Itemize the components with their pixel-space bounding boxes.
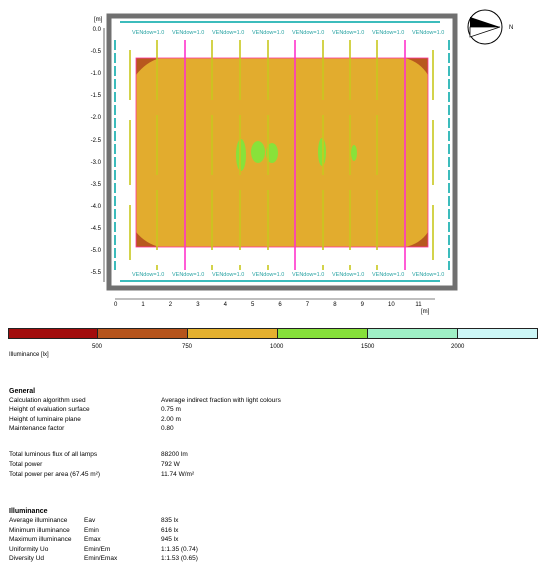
scale-segment: [8, 328, 98, 339]
y-tick-label: -5.5: [90, 270, 101, 277]
general-label: Total power: [9, 461, 43, 468]
svg-text:VENdow=1.0: VENdow=1.0: [252, 30, 284, 36]
y-tick-label: -4.5: [90, 225, 101, 232]
svg-text:VENdow=1.0: VENdow=1.0: [172, 272, 204, 278]
scale-label-2000: 2000: [451, 344, 465, 350]
scale-title: Illuminance [lx]: [9, 352, 49, 358]
y-tick-label: -0.5: [90, 49, 101, 56]
x-tick-label: 9: [360, 302, 364, 308]
luminaire-rows-magenta: [184, 40, 406, 270]
floor-plan-svg: VENdow=1.0 VENdow=1.0 VENdow=1.0 VENdow=1.…: [103, 13, 458, 300]
illuminance-label: Diversity Ud: [9, 555, 45, 562]
svg-text:VENdow=1.0: VENdow=1.0: [292, 30, 324, 36]
x-tick-label: 2: [168, 302, 173, 308]
general-value: Average indirect fraction with light col…: [161, 397, 281, 404]
scale-label-500: 500: [92, 344, 103, 350]
north-arrow-icon: [466, 8, 504, 46]
illuminance-label: Maximum illuminance: [9, 536, 72, 543]
svg-text:VENdow=1.0: VENdow=1.0: [212, 272, 244, 278]
svg-text:VENdow=1.0: VENdow=1.0: [132, 272, 164, 278]
illuminance-symbol: Emax: [84, 536, 101, 543]
x-tick-label: 6: [278, 302, 282, 308]
illuminance-label: Uniformity Uo: [9, 545, 49, 553]
illuminance-label: Average illuminance: [9, 517, 68, 524]
illuminance-heading: Illuminance: [9, 508, 48, 515]
illuminance-value: 1:1.35 (0.74): [161, 545, 198, 553]
svg-text:VENdow=1.0: VENdow=1.0: [212, 30, 244, 36]
scale-label-1000: 1000: [270, 344, 284, 350]
general-value: 0.75 m: [161, 406, 181, 414]
x-tick-label: 1: [141, 302, 145, 308]
illuminance-label: Minimum illuminance: [9, 526, 70, 534]
scale-label-1500: 1500: [361, 344, 375, 350]
x-tick-label: 11: [415, 302, 422, 308]
general-value: 88200 lm: [161, 451, 188, 458]
y-tick-label: -1.0: [90, 71, 101, 78]
illuminance-value: 835 lx: [161, 517, 179, 524]
scale-segment: [187, 328, 278, 339]
floor-plan: VENdow=1.0 VENdow=1.0 VENdow=1.0 VENdow=1.…: [103, 13, 458, 300]
general-label: Total luminous flux of all lamps: [9, 451, 98, 458]
x-tick-label: 5: [251, 302, 255, 308]
x-tick-label: 10: [388, 302, 395, 308]
y-tick-label: -4.0: [90, 203, 101, 210]
general-label: Height of luminaire plane: [9, 415, 81, 423]
x-tick-label: 4: [223, 302, 227, 308]
luminaire-rows-yellow: [129, 40, 434, 270]
general-value: 792 W: [161, 461, 180, 468]
svg-text:VENdow=1.0: VENdow=1.0: [332, 30, 364, 36]
y-tick-label: -2.0: [90, 115, 101, 122]
svg-text:VENdow=1.0: VENdow=1.0: [172, 30, 204, 36]
illuminance-value: 1:1.53 (0.65): [161, 555, 198, 562]
y-tick-label: 0.0: [92, 27, 101, 33]
x-unit-label: [m]: [421, 309, 430, 315]
scale-segment: [277, 328, 368, 339]
general-label: Calculation algorithm used: [9, 397, 86, 404]
calc-surface-main: [136, 58, 428, 247]
scale-segment: [97, 328, 188, 339]
compass-label: N: [509, 25, 514, 31]
general-value: 11.74 W/m²: [161, 471, 195, 478]
x-tick-label: 0: [114, 302, 118, 308]
svg-text:VENdow=1.0: VENdow=1.0: [372, 272, 404, 278]
y-unit-label: [m]: [94, 17, 103, 23]
window-labels: VENdow=1.0 VENdow=1.0 VENdow=1.0 VENdow=1.…: [132, 30, 444, 278]
x-tick-label: 7: [305, 302, 310, 308]
high-illuminance-spots: [236, 138, 357, 171]
room-wall: [106, 13, 458, 291]
general-label: Total power per area (67.45 m²): [9, 471, 101, 478]
illuminance-symbol: Emin: [84, 526, 99, 534]
general-heading: General: [9, 388, 36, 395]
illuminance-symbol: Eav: [84, 517, 96, 524]
window-strips: [114, 21, 450, 282]
x-tick-label: 8: [333, 302, 337, 308]
scale-label-750: 750: [182, 344, 193, 350]
illuminance-value: 945 lx: [161, 536, 179, 543]
svg-text:VENdow=1.0: VENdow=1.0: [252, 272, 284, 278]
illuminance-symbol: Emin/Em: [84, 545, 111, 553]
svg-text:VENdow=1.0: VENdow=1.0: [412, 272, 444, 278]
x-tick-label: 3: [196, 302, 200, 308]
general-value: 2.00 m: [161, 415, 181, 423]
illuminance-value: 616 lx: [161, 526, 179, 534]
scale-segment: [457, 328, 538, 339]
svg-text:VENdow=1.0: VENdow=1.0: [372, 30, 404, 36]
svg-text:VENdow=1.0: VENdow=1.0: [412, 30, 444, 36]
illuminance-symbol: Emin/Emax: [84, 555, 118, 562]
svg-text:VENdow=1.0: VENdow=1.0: [292, 272, 324, 278]
general-label: Maintenance factor: [9, 424, 65, 432]
general-value: 0.80: [161, 424, 174, 432]
svg-text:VENdow=1.0: VENdow=1.0: [132, 30, 164, 36]
svg-text:VENdow=1.0: VENdow=1.0: [332, 272, 364, 278]
y-tick-label: -1.5: [90, 93, 101, 100]
y-tick-label: -2.5: [90, 137, 101, 144]
y-tick-label: -3.5: [90, 181, 101, 188]
y-tick-label: -5.0: [90, 248, 101, 254]
scale-segment: [367, 328, 458, 339]
general-label: Height of evaluation surface: [9, 406, 90, 414]
y-tick-label: -3.0: [90, 159, 101, 166]
